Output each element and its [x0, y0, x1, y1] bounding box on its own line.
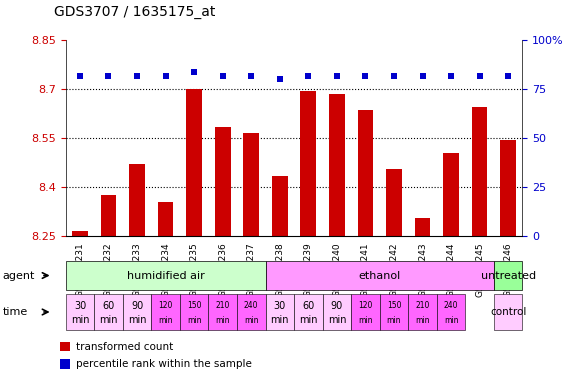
Text: min: min [387, 316, 401, 324]
Text: 240: 240 [444, 301, 459, 310]
Text: 210: 210 [215, 301, 230, 310]
Text: min: min [358, 316, 373, 324]
Text: min: min [128, 315, 146, 325]
Bar [357, 111, 373, 236]
Bar [386, 169, 402, 236]
Point [104, 73, 113, 79]
Bar [243, 133, 259, 236]
Text: min: min [71, 315, 89, 325]
Text: control: control [490, 307, 526, 317]
Text: min: min [158, 316, 173, 324]
Text: agent: agent [3, 270, 35, 281]
Point [304, 73, 313, 79]
Text: transformed count: transformed count [76, 341, 173, 352]
Text: 150: 150 [387, 301, 401, 310]
Bar [300, 91, 316, 236]
Text: 30: 30 [74, 301, 86, 311]
Bar [100, 195, 116, 236]
Text: 150: 150 [187, 301, 202, 310]
Text: untreated: untreated [481, 270, 536, 281]
Text: 30: 30 [274, 301, 286, 311]
Text: min: min [328, 315, 346, 325]
Bar [472, 107, 488, 236]
Point [389, 73, 399, 79]
Bar [158, 202, 174, 236]
Text: percentile rank within the sample: percentile rank within the sample [76, 359, 252, 369]
Point [275, 76, 284, 83]
Bar [72, 231, 88, 236]
Bar [329, 94, 345, 236]
Point [475, 73, 484, 79]
Text: min: min [299, 315, 317, 325]
Text: time: time [3, 307, 28, 317]
Point [132, 73, 142, 79]
Bar [500, 140, 516, 236]
Point [504, 73, 513, 79]
Bar [415, 218, 431, 236]
Text: GDS3707 / 1635175_at: GDS3707 / 1635175_at [54, 5, 216, 19]
Point [447, 73, 456, 79]
Text: 210: 210 [415, 301, 430, 310]
Text: 60: 60 [102, 301, 115, 311]
Point [218, 73, 227, 79]
Bar [129, 164, 145, 236]
Point [247, 73, 256, 79]
Bar [272, 176, 288, 236]
Text: min: min [444, 316, 459, 324]
Text: min: min [187, 316, 202, 324]
Point [161, 73, 170, 79]
Text: 120: 120 [358, 301, 373, 310]
Text: min: min [99, 315, 118, 325]
Point [332, 73, 341, 79]
Text: 240: 240 [244, 301, 259, 310]
Bar [186, 89, 202, 236]
Bar [215, 127, 231, 236]
Point [361, 73, 370, 79]
Text: min: min [215, 316, 230, 324]
Text: 90: 90 [131, 301, 143, 311]
Text: ethanol: ethanol [359, 270, 401, 281]
Text: min: min [244, 316, 259, 324]
Text: humidified air: humidified air [127, 270, 204, 281]
Text: 60: 60 [302, 301, 315, 311]
Text: 120: 120 [158, 301, 173, 310]
Point [418, 73, 427, 79]
Bar [443, 153, 459, 236]
Point [75, 73, 85, 79]
Text: min: min [271, 315, 289, 325]
Point [190, 69, 199, 75]
Text: min: min [415, 316, 430, 324]
Text: 90: 90 [331, 301, 343, 311]
